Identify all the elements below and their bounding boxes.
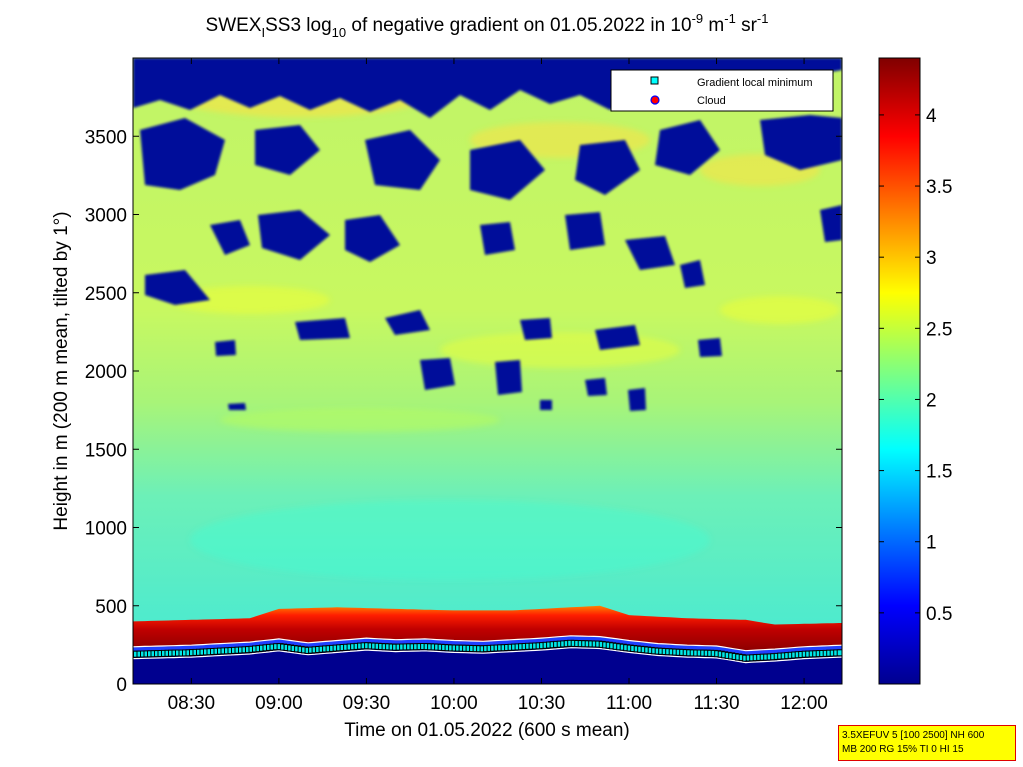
y-tick-label: 3000 bbox=[85, 206, 127, 227]
gradient-minimum-markers bbox=[133, 639, 842, 662]
colorbar-tick-label: 3 bbox=[926, 248, 937, 269]
x-tick-label: 09:00 bbox=[255, 693, 303, 714]
colorbar-tick-label: 0.5 bbox=[926, 604, 952, 625]
colorbar-gradient bbox=[878, 57, 921, 685]
colorbar-tick-label: 1 bbox=[926, 533, 937, 554]
legend: Gradient local minimum Cloud bbox=[610, 69, 834, 112]
y-tick-label: 1500 bbox=[85, 440, 127, 461]
legend-marker-cloud bbox=[650, 95, 660, 105]
white-contour-lower bbox=[133, 647, 842, 664]
info-line-1: 3.5XEFUV 5 [100 2500] NH 600 bbox=[842, 730, 985, 741]
colorbar-ticks: 0.5 1 1.5 2 2.5 3 3.5 4 bbox=[879, 106, 952, 625]
y-tick-label: 3500 bbox=[85, 127, 127, 148]
chart-title: SWEXISS3 log10 of negative gradient on 0… bbox=[206, 11, 769, 40]
info-line-2: MB 200 RG 15% TI 0 HI 15 bbox=[842, 744, 964, 755]
colorbar-tick-label: 1.5 bbox=[926, 462, 952, 483]
x-axis-label: Time on 01.05.2022 (600 s mean) bbox=[344, 720, 630, 741]
legend-label-gradient-minimum: Gradient local minimum bbox=[697, 77, 813, 89]
y-tick-label: 1000 bbox=[85, 519, 127, 540]
heatmap-plot bbox=[133, 58, 842, 684]
x-tick-label: 10:00 bbox=[430, 693, 478, 714]
white-contour-upper bbox=[133, 635, 842, 652]
x-tick-label: 09:30 bbox=[343, 693, 391, 714]
y-axis-label: Height in m (200 m mean, tilted by 1°) bbox=[51, 211, 72, 530]
x-tick-label: 11:30 bbox=[693, 693, 739, 714]
info-box: 3.5XEFUV 5 [100 2500] NH 600 MB 200 RG 1… bbox=[838, 725, 1016, 761]
y-tick-label: 2000 bbox=[85, 362, 127, 383]
y-axis: 0 500 1000 1500 2000 2500 3000 3500 bbox=[85, 127, 842, 696]
boundary-layer-band bbox=[133, 605, 842, 653]
y-tick-label: 2500 bbox=[85, 284, 127, 305]
colorbar: 0.5 1 1.5 2 2.5 3 3.5 4 bbox=[878, 57, 952, 685]
legend-box bbox=[610, 69, 834, 112]
x-axis: 08:30 09:00 09:30 10:00 10:30 11:00 11:30 12:00 bbox=[168, 58, 828, 714]
gradient-minimum-marker bbox=[836, 649, 842, 657]
y-tick-label: 0 bbox=[116, 675, 127, 696]
colorbar-tick-label: 4 bbox=[926, 106, 937, 127]
boundary-layer-lower-edge bbox=[133, 636, 842, 656]
colorbar-tick-label: 2.5 bbox=[926, 319, 952, 340]
colorbar-tick-label: 2 bbox=[926, 390, 937, 411]
x-tick-label: 10:30 bbox=[518, 693, 566, 714]
x-tick-label: 08:30 bbox=[168, 693, 216, 714]
x-tick-label: 12:00 bbox=[780, 693, 828, 714]
y-tick-label: 500 bbox=[95, 597, 127, 618]
legend-marker-gradient-minimum bbox=[650, 76, 659, 85]
x-tick-label: 11:00 bbox=[606, 693, 652, 714]
legend-label-cloud: Cloud bbox=[697, 95, 726, 107]
colorbar-tick-label: 3.5 bbox=[926, 177, 952, 198]
